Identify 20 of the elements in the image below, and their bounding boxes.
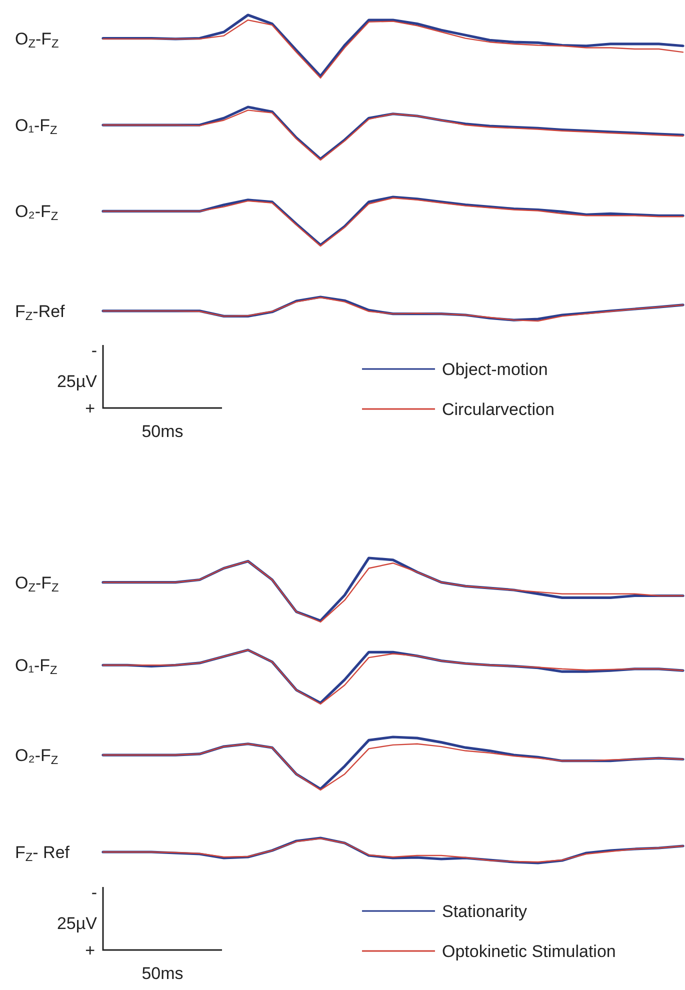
legend-label: Optokinetic Stimulation [442, 942, 616, 961]
text: 25µV [56, 372, 98, 391]
text: O₂-F$_{Z}$ [15, 746, 58, 768]
chart-title: O₁-F$_{Z}$ [15, 656, 58, 678]
text: - [91, 341, 97, 360]
legend-label: Circularvection [442, 400, 554, 419]
chart-title: F$_{Z}$-Ref [15, 302, 66, 323]
text: 25µV [56, 914, 98, 933]
text: O$_{Z}$-F$_{Z}$ [15, 573, 59, 594]
text: O$_{Z}$-F$_{Z}$ [15, 29, 59, 50]
legend-label: Object-motion [442, 360, 548, 379]
chart-title: F$_{Z}$- Ref [15, 843, 70, 864]
text: O₁-F$_{Z}$ [15, 116, 58, 138]
chart-title: O₂-F$_{Z}$ [15, 202, 58, 224]
text: - [91, 883, 97, 902]
legend-label: Stationarity [442, 902, 528, 921]
text: + [85, 941, 96, 960]
text: 50ms [142, 422, 184, 441]
text: + [85, 399, 96, 418]
text: 50ms [142, 964, 184, 983]
